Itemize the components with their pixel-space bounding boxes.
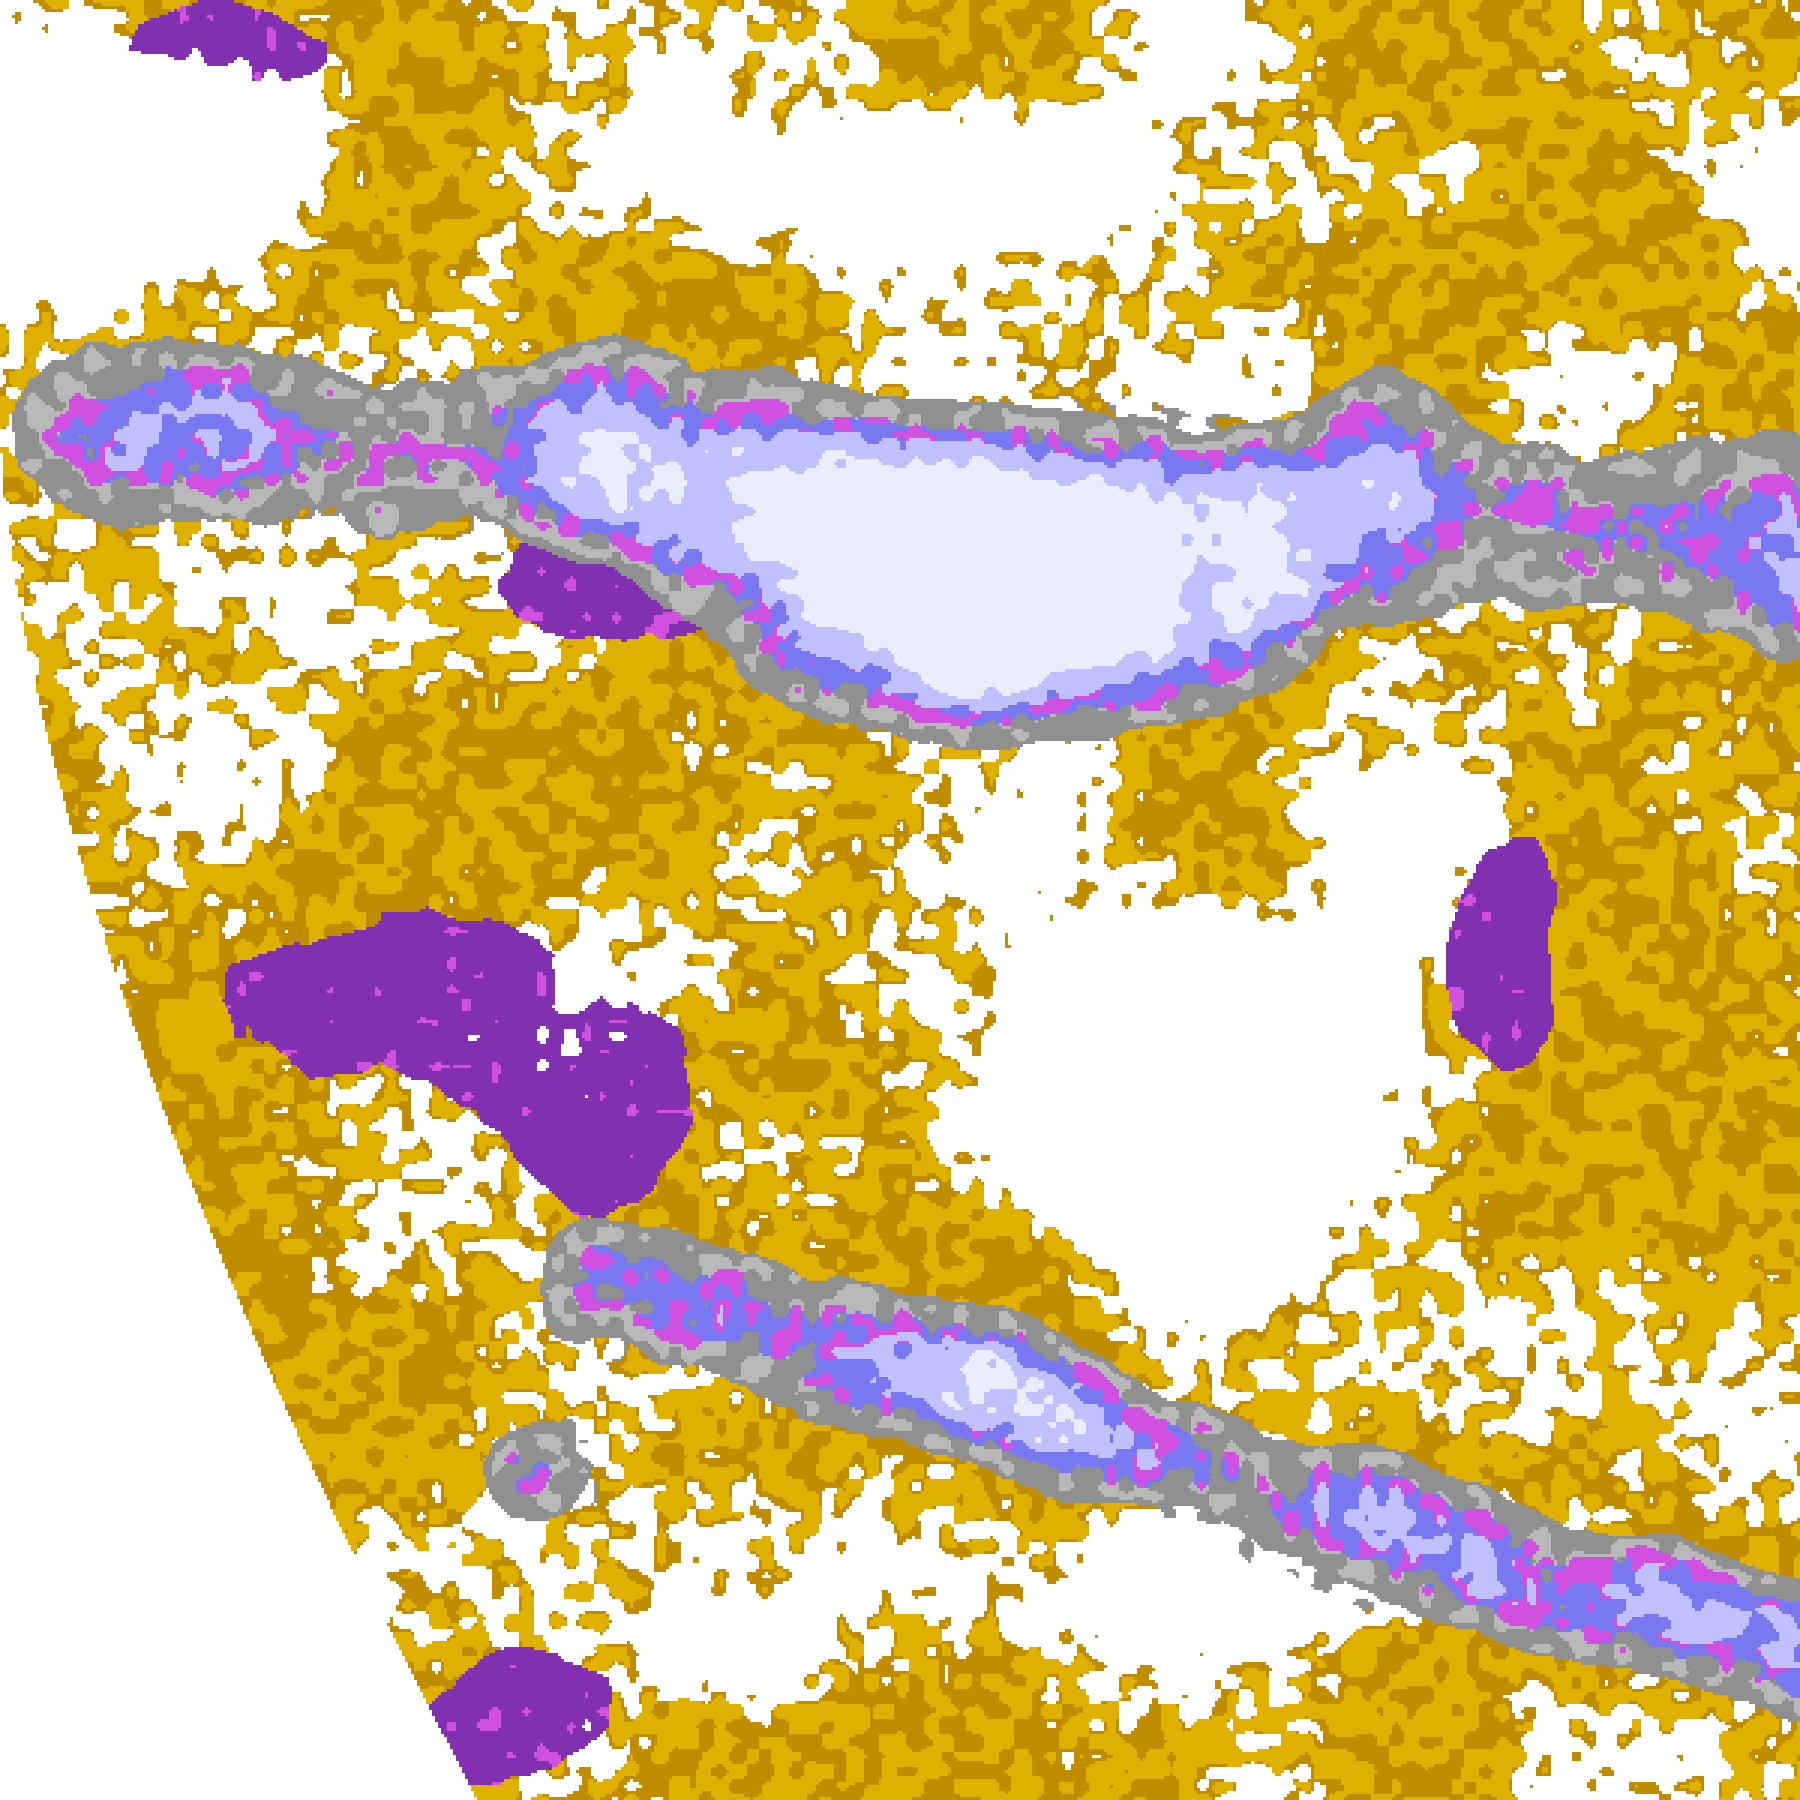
satellite-image xyxy=(0,0,1800,1800)
cloud-classification-canvas xyxy=(0,0,1800,1800)
